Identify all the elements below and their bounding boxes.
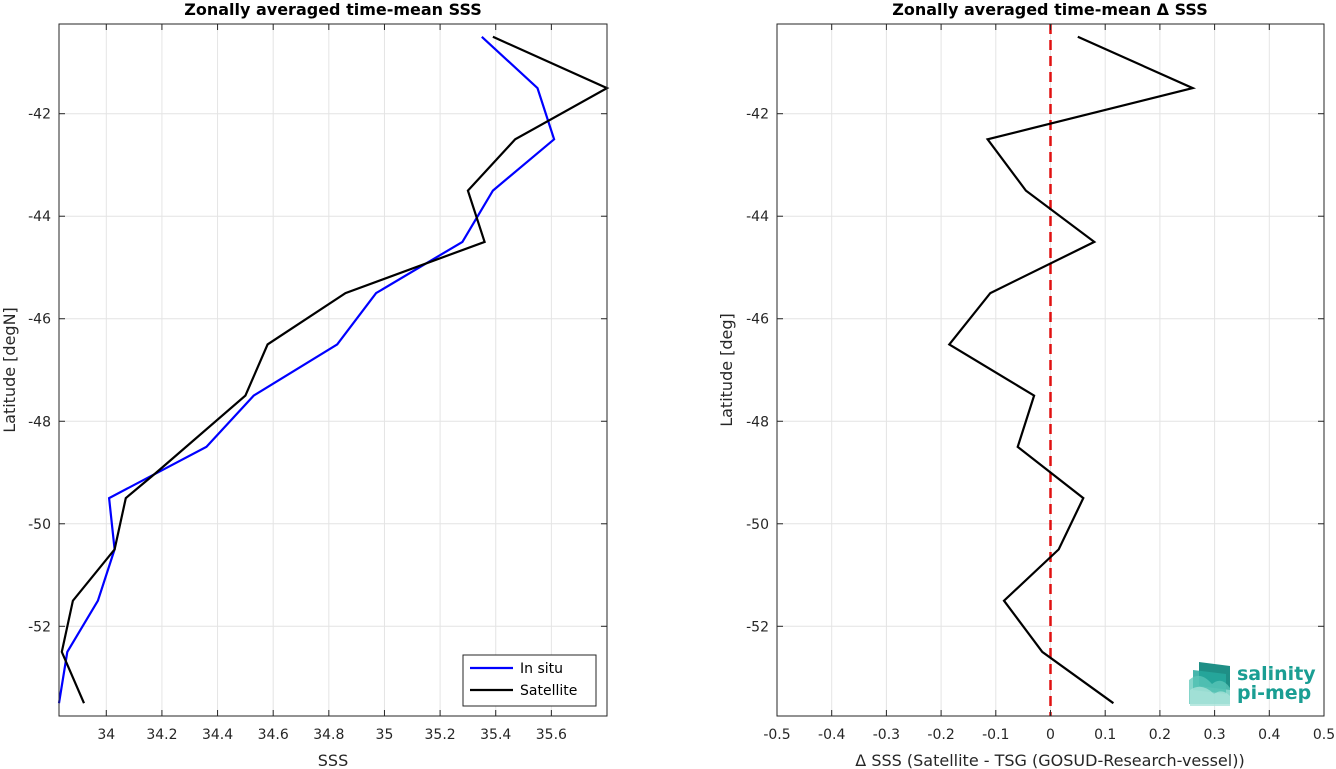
ticks-right: -0.5 -0.4 -0.3 -0.2 -0.1 0 0.1 0.2 0.3 0.4 0.5 -42 -… — [746, 24, 1335, 743]
right-x-tick-label: 0.4 — [1258, 727, 1280, 743]
right-y-tick-label: -42 — [746, 107, 769, 123]
left-x-tick-label: 35.6 — [536, 727, 567, 743]
left-y-tick-label: -44 — [28, 209, 51, 225]
left-x-tick-label: 35 — [376, 727, 394, 743]
left-x-tick-label: 34 — [97, 727, 115, 743]
y-axis-label-left: Latitude [degN] — [0, 307, 19, 433]
legend-label-in-situ: In situ — [520, 661, 563, 677]
left-series-line-satellite — [60, 35, 610, 704]
legend: In situ Satellite — [462, 654, 597, 707]
logo-text-pi-mep: pi-mep — [1237, 682, 1311, 704]
left-series-line-in-situ — [57, 35, 556, 704]
right-y-tick-label: -46 — [746, 312, 769, 328]
right-x-tick-label: 0.3 — [1203, 727, 1225, 743]
left-y-tick-label: -52 — [28, 619, 51, 635]
y-axis-label-right: Latitude [deg] — [717, 313, 736, 427]
left-y-tick-label: -46 — [28, 312, 51, 328]
right-x-tick-label: 0.2 — [1149, 727, 1171, 743]
right-x-tick-label: -0.2 — [927, 727, 954, 743]
grid-left — [59, 24, 607, 716]
x-axis-label-left: SSS — [318, 751, 348, 769]
x-axis-label-right: Δ SSS (Satellite - TSG (GOSUD-Research-v… — [855, 751, 1244, 769]
left-x-tick-label: 34.6 — [258, 727, 289, 743]
legend-label-satellite: Satellite — [520, 683, 577, 699]
right-x-tick-label: 0.1 — [1094, 727, 1116, 743]
right-x-tick-label: 0 — [1046, 727, 1055, 743]
left-y-tick-label: -42 — [28, 107, 51, 123]
left-x-tick-label: 34.2 — [146, 727, 177, 743]
right-x-tick-label: -0.1 — [982, 727, 1009, 743]
right-x-tick-label: -0.3 — [873, 727, 900, 743]
right-x-tick-label: -0.5 — [763, 727, 790, 743]
chart-right: -0.5 -0.4 -0.3 -0.2 -0.1 0 0.1 0.2 0.3 0.4 0.5 -42 -… — [717, 0, 1335, 769]
left-x-tick-label: 35.2 — [425, 727, 456, 743]
right-x-tick-label: -0.4 — [818, 727, 845, 743]
chart-title-left: Zonally averaged time-mean SSS — [184, 0, 482, 19]
right-y-tick-label: -44 — [746, 209, 769, 225]
logo-waves-icon — [1189, 662, 1230, 706]
right-y-tick-label: -52 — [746, 619, 769, 635]
plot-area-left — [59, 24, 607, 716]
chart-title-right: Zonally averaged time-mean Δ SSS — [892, 0, 1208, 19]
legend-box — [462, 654, 597, 707]
left-y-tick-label: -48 — [28, 414, 51, 430]
series-right — [947, 24, 1197, 716]
axes-box-left — [58, 23, 608, 717]
series-left — [57, 35, 610, 704]
left-x-tick-label: 34.8 — [313, 727, 344, 743]
salinity-pi-mep-logo: salinity pi-mep — [1189, 662, 1316, 706]
logo-text-salinity: salinity — [1237, 663, 1316, 685]
left-x-tick-label: 34.4 — [202, 727, 233, 743]
right-y-tick-label: -48 — [746, 414, 769, 430]
right-x-tick-label: 0.5 — [1313, 727, 1335, 743]
left-y-tick-label: -50 — [28, 517, 51, 533]
left-x-tick-label: 35.4 — [480, 727, 511, 743]
right-y-tick-label: -50 — [746, 517, 769, 533]
ticks-left: 34 34.2 34.4 34.6 34.8 35 35.2 35.4 35.6 -42 -44 -4… — [28, 24, 607, 743]
right-series-line-delta-sss — [947, 35, 1197, 705]
chart-left: 34 34.2 34.4 34.6 34.8 35 35.2 35.4 35.6 -42 -44 -4… — [0, 0, 610, 769]
